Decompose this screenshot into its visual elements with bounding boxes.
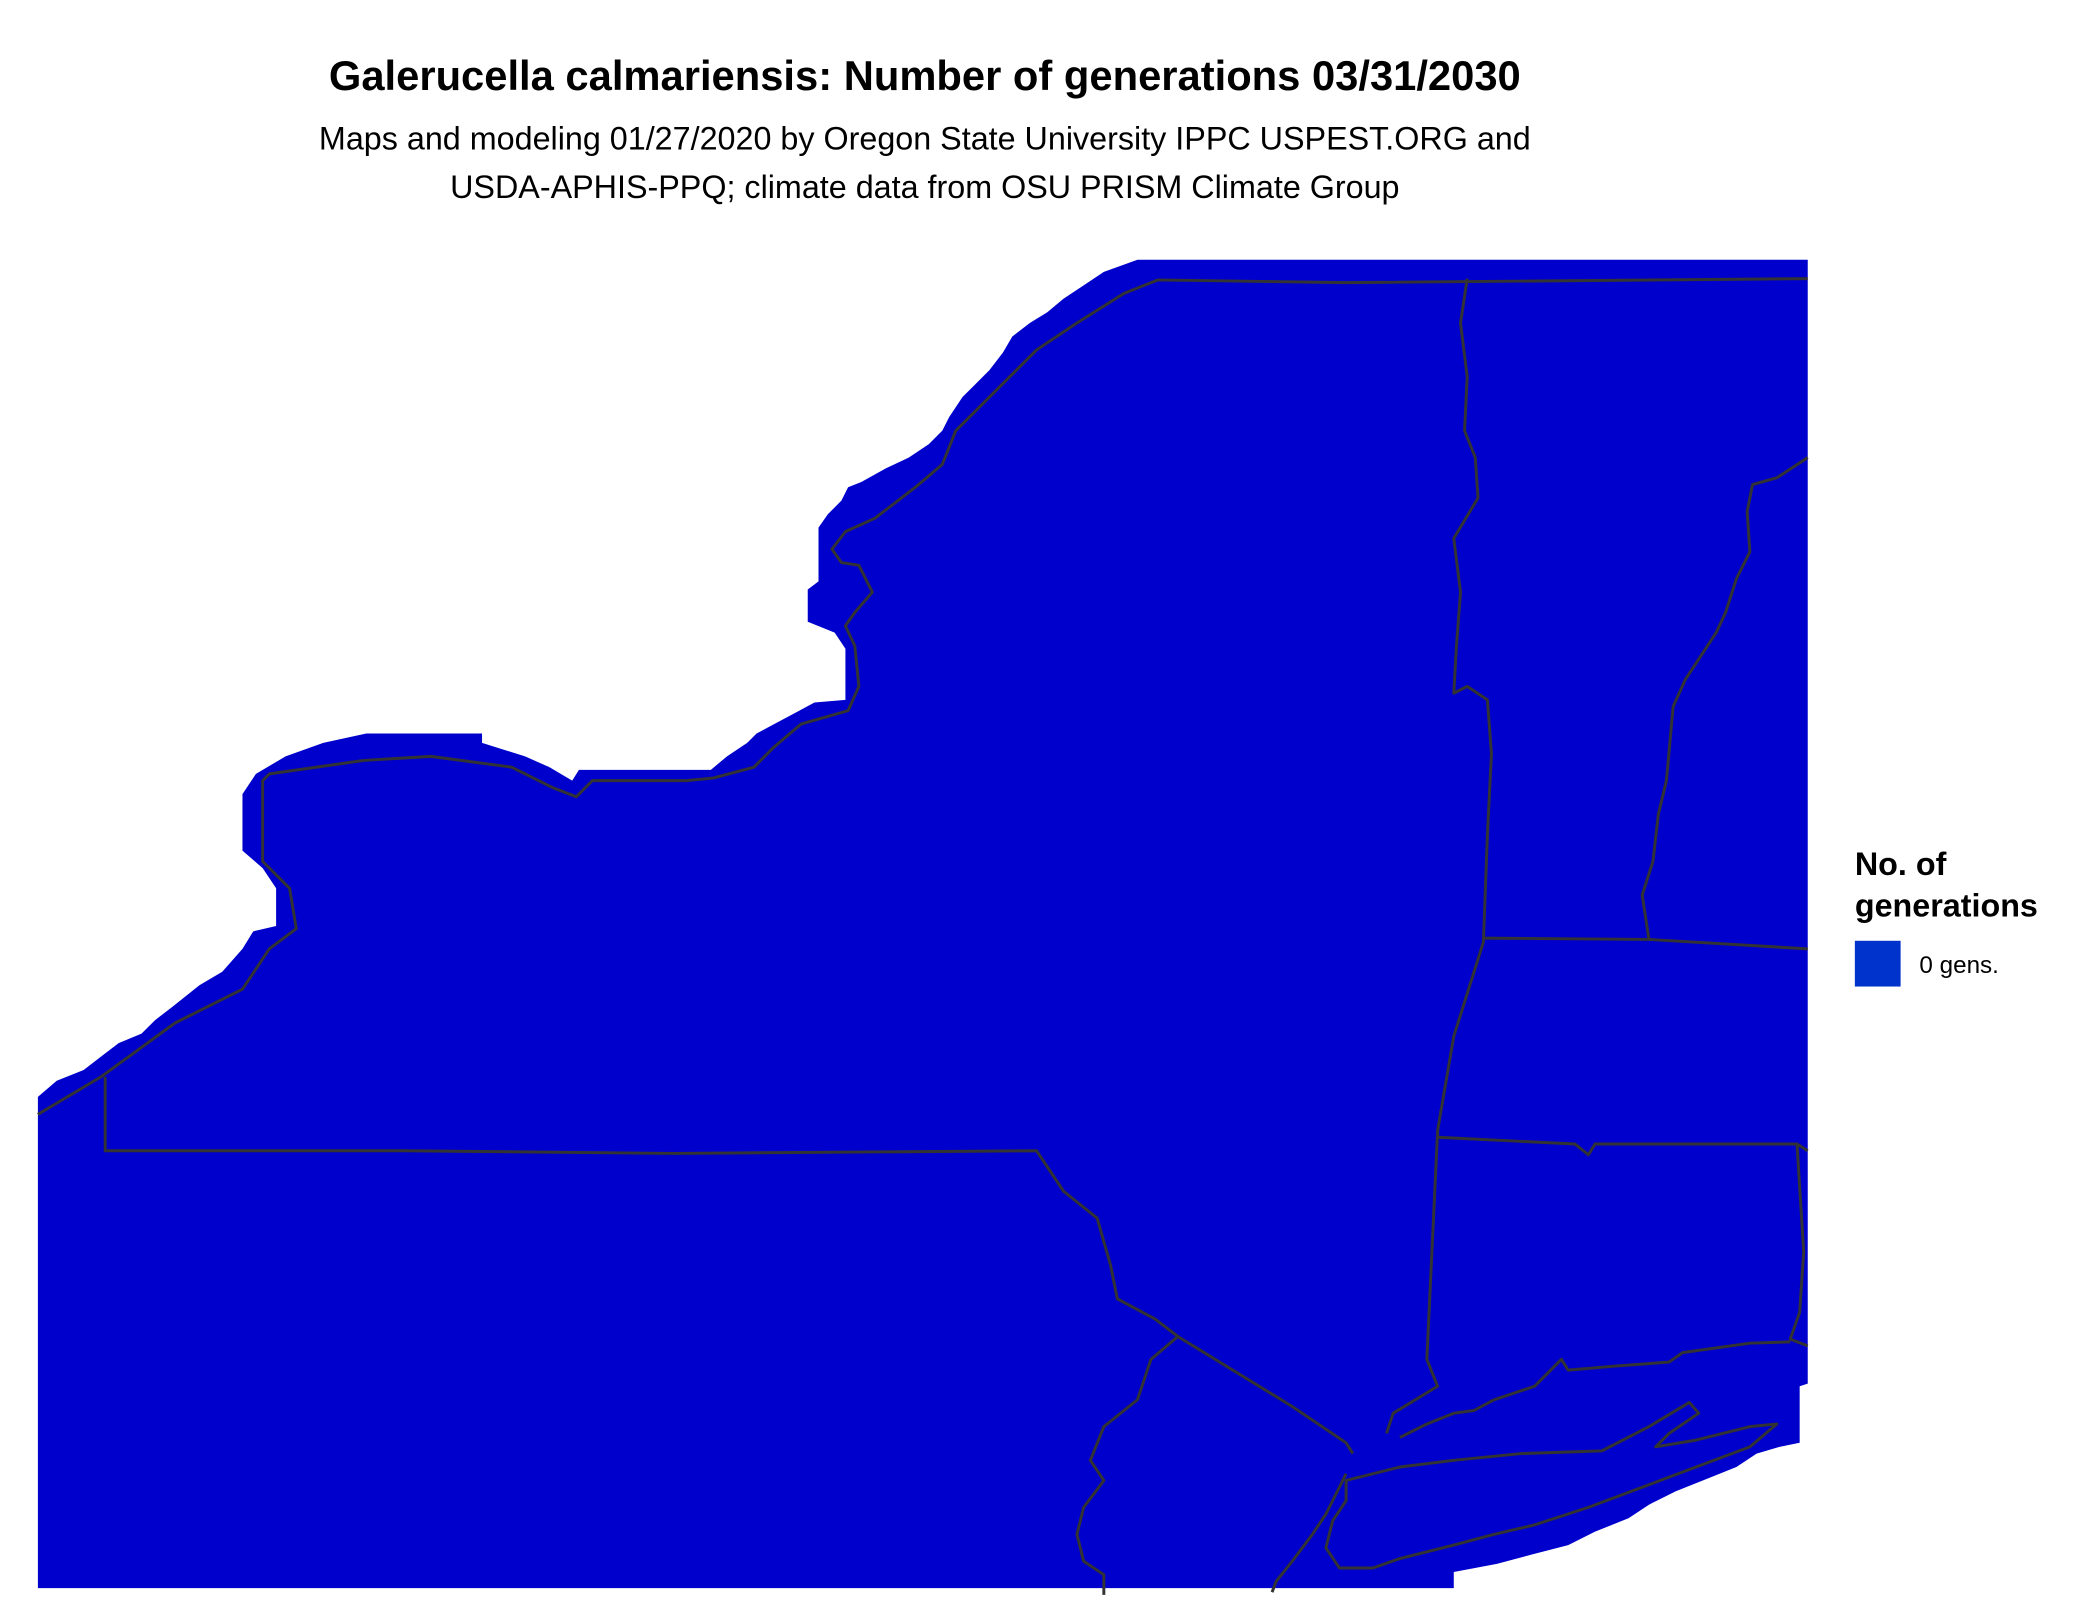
- ct-coastline: [1399, 1340, 1791, 1439]
- map-subtitle-line1: Maps and modeling 01/27/2020 by Oregon S…: [319, 120, 1531, 156]
- long-island-outline: [1324, 1400, 1779, 1570]
- legend-title-line1: No. of: [1855, 846, 1947, 882]
- generations-raster-region: [37, 259, 1808, 1589]
- legend-label-0-gens: 0 gens.: [1919, 952, 1998, 979]
- map-subtitle-line2: USDA-APHIS-PPQ; climate data from OSU PR…: [450, 169, 1399, 205]
- ct-ri-border: [1788, 1143, 1809, 1348]
- vt-nh-border: [1640, 456, 1809, 940]
- legend-swatch-0-gens: [1854, 940, 1901, 987]
- legend-title-line2: generations: [1855, 888, 2038, 924]
- legend: No. of generations 0 gens.: [1854, 846, 2038, 987]
- ma-north-border: [1483, 936, 1808, 951]
- nj-coastline: [1270, 1473, 1348, 1593]
- pa-nj-border: [1075, 1335, 1179, 1595]
- ny-pa-border: [103, 1076, 1355, 1455]
- map-title: Galerucella calmariensis: Number of gene…: [329, 52, 1521, 99]
- ny-new-england-border: [1385, 278, 1493, 1434]
- lake-erie-ontario-shoreline: [37, 277, 1808, 1116]
- state-borders: [37, 277, 1809, 1595]
